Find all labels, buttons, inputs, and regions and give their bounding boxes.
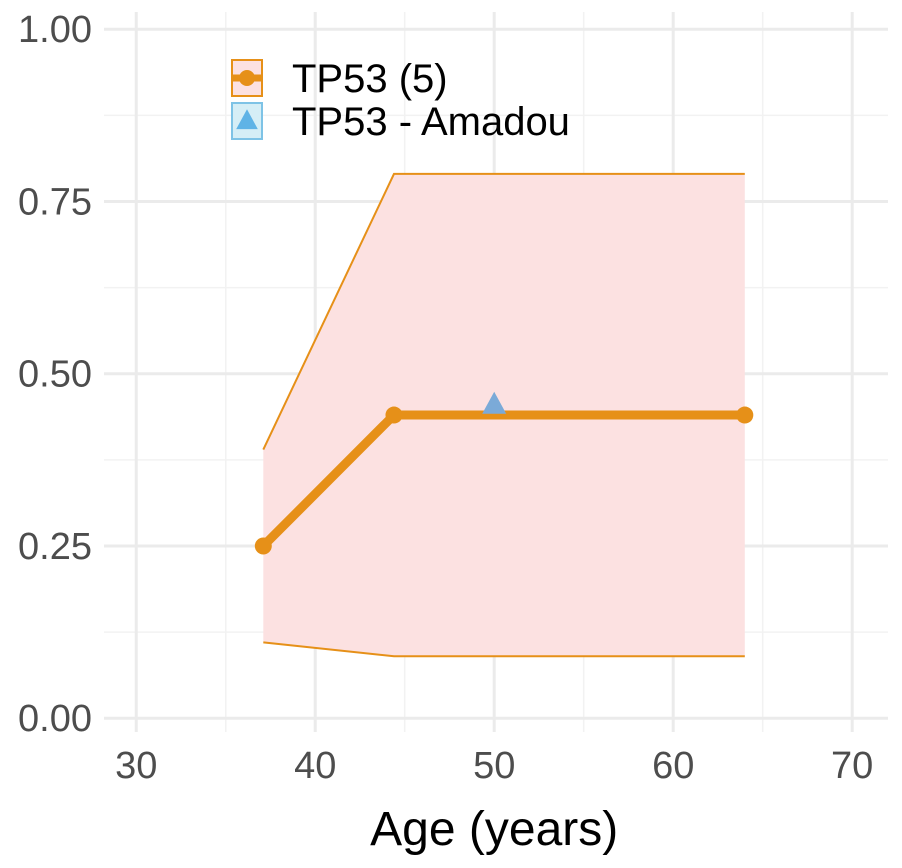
y-tick-label: 0.50	[18, 354, 92, 396]
legend-label: TP53 - Amadou	[292, 100, 570, 144]
x-tick-label: 30	[115, 745, 157, 787]
series-layer	[254, 391, 754, 555]
x-axis-tick-labels: 30 40 50 60 70	[115, 745, 873, 787]
confidence-upper-line	[262, 172, 745, 450]
x-tick-label: 40	[294, 745, 336, 787]
y-tick-label: 0.25	[18, 526, 92, 568]
confidence-lower-line	[263, 641, 745, 658]
data-point	[736, 406, 754, 424]
x-axis-title: Age (years)	[370, 803, 618, 856]
y-axis-tick-labels: 0.00 0.25 0.50 0.75 1.00	[18, 9, 92, 740]
data-point-triangle	[482, 391, 507, 414]
x-tick-label: 60	[652, 745, 694, 787]
y-tick-label: 1.00	[18, 9, 92, 51]
x-tick-label: 70	[831, 745, 873, 787]
legend-key-marker	[239, 70, 255, 86]
legend-label: TP53 (5)	[292, 57, 448, 101]
legend: TP53 (5)TP53 - Amadou	[231, 57, 570, 144]
y-tick-label: 0.00	[18, 698, 92, 740]
legend-key-marker	[236, 109, 258, 130]
y-tick-label: 0.75	[18, 181, 92, 223]
data-point	[254, 537, 272, 555]
data-point	[385, 406, 403, 424]
x-tick-label: 50	[473, 745, 515, 787]
